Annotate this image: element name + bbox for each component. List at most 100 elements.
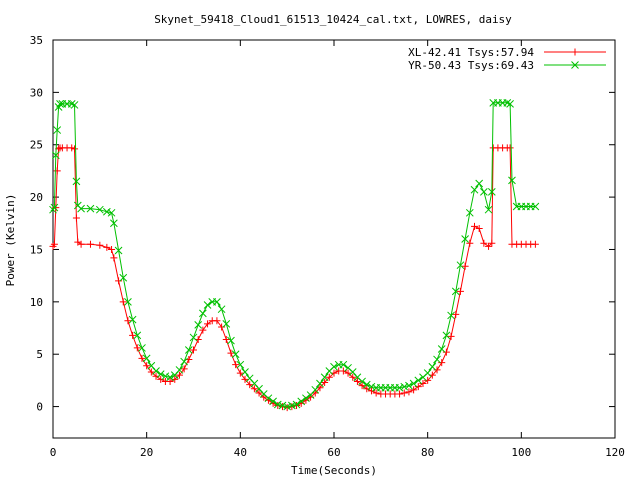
data-point [53, 126, 62, 134]
data-point [311, 385, 320, 394]
data-point [217, 305, 226, 314]
data-point [103, 243, 111, 251]
series-2 [49, 98, 540, 411]
data-point [86, 240, 94, 248]
data-point [222, 336, 230, 344]
data-point [506, 100, 514, 108]
data-point [442, 348, 450, 356]
data-point [400, 389, 408, 397]
data-point [133, 331, 142, 340]
data-point [180, 365, 188, 373]
data-point [77, 204, 85, 213]
data-point [218, 323, 226, 331]
x-tick-label: 0 [50, 446, 57, 459]
data-point [72, 214, 80, 222]
data-point [110, 254, 118, 262]
data-point [409, 379, 418, 388]
data-point [470, 185, 479, 194]
y-tick-label: 35 [30, 34, 43, 47]
data-point [506, 144, 514, 152]
data-point [339, 360, 348, 369]
data-point [447, 332, 455, 340]
data-point [273, 400, 282, 409]
data-point [466, 239, 474, 247]
y-tick-label: 25 [30, 139, 43, 152]
data-point [138, 354, 146, 362]
data-point [433, 355, 441, 364]
data-point [451, 287, 460, 296]
plot-frame [52, 39, 616, 439]
series-line [52, 147, 536, 409]
data-point [213, 317, 221, 325]
data-point [475, 179, 484, 188]
data-point [108, 245, 116, 253]
data-point [456, 287, 464, 295]
data-point [293, 402, 301, 410]
data-point [156, 370, 165, 378]
data-point [405, 388, 413, 396]
x-tick-label: 100 [511, 446, 531, 459]
data-point [241, 368, 249, 376]
data-point [447, 311, 455, 320]
data-point [339, 367, 347, 375]
data-point [316, 379, 324, 388]
data-point [231, 350, 240, 359]
chart-title: Skynet_59418_Cloud1_61513_10424_cal.txt,… [154, 13, 512, 26]
data-point [283, 402, 292, 411]
data-point [53, 167, 61, 175]
data-point [438, 359, 446, 367]
data-point [297, 397, 306, 406]
data-point [157, 375, 165, 383]
y-tick-label: 20 [30, 191, 43, 204]
data-point [428, 362, 437, 371]
data-point [77, 240, 85, 248]
data-point [86, 204, 95, 213]
data-point [488, 239, 496, 247]
y-tick-label: 5 [36, 348, 43, 361]
data-point [465, 208, 474, 217]
data-point [241, 375, 249, 383]
data-point [456, 261, 465, 270]
data-point [344, 369, 352, 377]
data-point [531, 202, 540, 211]
data-point [199, 309, 207, 318]
data-point [274, 402, 282, 410]
data-point [484, 205, 493, 214]
data-point [419, 380, 427, 388]
data-point [480, 188, 488, 196]
y-tick-label: 0 [36, 401, 43, 414]
data-point [227, 349, 235, 357]
data-point [372, 389, 380, 397]
data-point [405, 381, 413, 390]
data-point [50, 203, 59, 212]
data-point [51, 151, 60, 160]
data-point [161, 372, 170, 381]
data-point [236, 360, 245, 369]
legend-swatch-marker [571, 48, 579, 56]
axis-ticks: 0 20 40 60 80 100 120 0 5 10 15 20 25 30 35 [30, 34, 625, 459]
series-1 [49, 144, 539, 412]
data-point [71, 145, 79, 153]
data-point [349, 373, 357, 381]
data-point [107, 208, 116, 217]
data-point [485, 242, 493, 250]
y-tick-label: 30 [30, 86, 43, 99]
data-point [269, 397, 277, 406]
x-axis-label: Time(Seconds) [291, 464, 377, 477]
data-point [424, 376, 432, 384]
data-point [236, 369, 244, 377]
data-point [129, 331, 137, 339]
data-point [227, 336, 235, 345]
data-point [321, 378, 329, 386]
data-point [50, 240, 58, 248]
data-point [96, 241, 104, 249]
y-axis-label: Power (Kelvin) [4, 194, 17, 287]
data-point [124, 317, 132, 325]
legend-label: XL-42.41 Tsys:57.94 [408, 46, 534, 59]
data-point [143, 362, 151, 370]
data-point [133, 344, 141, 352]
data-point [204, 320, 212, 328]
data-point [287, 401, 296, 410]
